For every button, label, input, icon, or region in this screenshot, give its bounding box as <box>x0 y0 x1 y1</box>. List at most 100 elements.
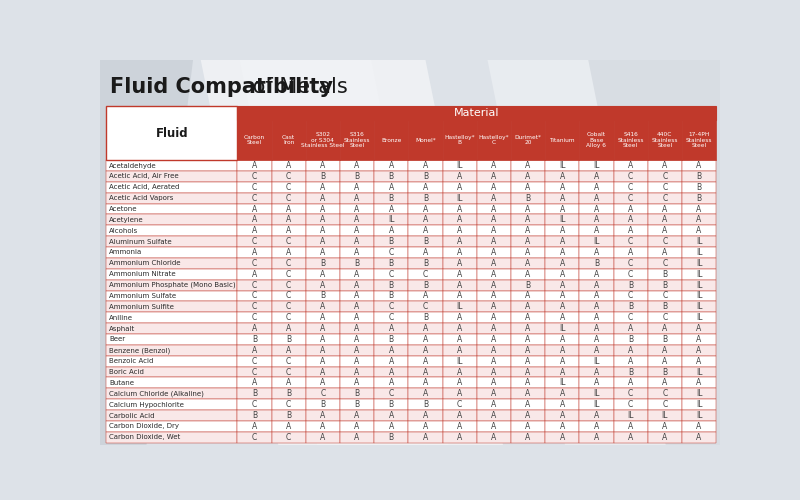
Text: A: A <box>594 270 599 278</box>
Bar <box>106 226 238 236</box>
Bar <box>271 432 306 442</box>
Bar <box>408 226 442 236</box>
Text: B: B <box>526 194 530 202</box>
Bar <box>614 378 648 388</box>
Text: A: A <box>457 390 462 398</box>
Bar <box>408 280 442 290</box>
Text: A: A <box>662 161 667 170</box>
Text: IL: IL <box>696 368 702 376</box>
Bar <box>238 366 271 378</box>
Bar <box>648 226 682 236</box>
Bar <box>579 204 614 214</box>
Bar <box>545 236 579 247</box>
Bar <box>477 280 511 290</box>
Bar <box>374 312 408 323</box>
Bar <box>306 399 340 410</box>
Text: C: C <box>662 194 667 202</box>
Bar <box>340 269 374 280</box>
Bar <box>271 247 306 258</box>
Bar <box>306 323 340 334</box>
Text: A: A <box>320 280 326 289</box>
Bar <box>579 290 614 302</box>
Bar <box>477 378 511 388</box>
Bar <box>511 366 545 378</box>
Text: C: C <box>423 302 428 312</box>
Bar <box>477 258 511 269</box>
Bar <box>579 226 614 236</box>
Bar <box>106 236 238 247</box>
Bar <box>238 204 271 214</box>
Bar <box>106 334 238 345</box>
Bar <box>306 334 340 345</box>
Bar <box>511 192 545 203</box>
Bar <box>271 171 306 182</box>
Bar <box>545 192 579 203</box>
Text: A: A <box>491 368 497 376</box>
Bar <box>545 247 579 258</box>
Text: A: A <box>526 237 530 246</box>
Bar <box>511 421 545 432</box>
Text: A: A <box>662 216 667 224</box>
Text: IL: IL <box>559 378 566 388</box>
Bar <box>511 290 545 302</box>
Text: A: A <box>560 368 565 376</box>
Text: A: A <box>697 324 702 333</box>
Bar <box>579 378 614 388</box>
Text: B: B <box>662 270 667 278</box>
Bar <box>306 120 340 160</box>
Text: B: B <box>389 335 394 344</box>
Bar <box>271 378 306 388</box>
Bar <box>374 399 408 410</box>
Text: A: A <box>560 248 565 257</box>
Bar <box>340 410 374 421</box>
Bar <box>545 334 579 345</box>
Text: A: A <box>491 183 497 192</box>
Bar <box>511 171 545 182</box>
Bar <box>374 378 408 388</box>
Bar <box>306 247 340 258</box>
Bar <box>271 226 306 236</box>
Text: A: A <box>628 433 634 442</box>
Bar <box>238 334 271 345</box>
Bar <box>682 410 716 421</box>
Bar <box>511 247 545 258</box>
Text: B: B <box>697 183 702 192</box>
Text: A: A <box>594 433 599 442</box>
Bar <box>442 323 477 334</box>
Text: A: A <box>560 390 565 398</box>
Text: B: B <box>286 411 291 420</box>
Bar <box>442 334 477 345</box>
Bar <box>614 334 648 345</box>
Bar <box>477 204 511 214</box>
Bar <box>477 247 511 258</box>
Bar <box>106 399 238 410</box>
Text: A: A <box>526 390 530 398</box>
Text: A: A <box>252 270 257 278</box>
Text: B: B <box>252 335 257 344</box>
Text: B: B <box>354 390 359 398</box>
Text: A: A <box>320 216 326 224</box>
Bar <box>511 410 545 421</box>
Text: Acetone: Acetone <box>110 206 138 212</box>
Bar <box>271 345 306 356</box>
Bar <box>614 204 648 214</box>
Bar <box>374 171 408 182</box>
Bar <box>477 269 511 280</box>
Text: B: B <box>252 390 257 398</box>
Text: B: B <box>252 411 257 420</box>
Bar <box>442 421 477 432</box>
Text: A: A <box>491 172 497 181</box>
Text: A: A <box>423 204 428 214</box>
Text: C: C <box>389 302 394 312</box>
Text: A: A <box>389 422 394 431</box>
Bar <box>648 366 682 378</box>
Text: A: A <box>526 216 530 224</box>
Bar <box>511 399 545 410</box>
Text: Material: Material <box>454 108 499 118</box>
Bar <box>511 323 545 334</box>
Text: A: A <box>662 226 667 235</box>
Text: A: A <box>491 313 497 322</box>
Text: A: A <box>662 378 667 388</box>
Bar <box>648 432 682 442</box>
Text: B: B <box>354 400 359 409</box>
